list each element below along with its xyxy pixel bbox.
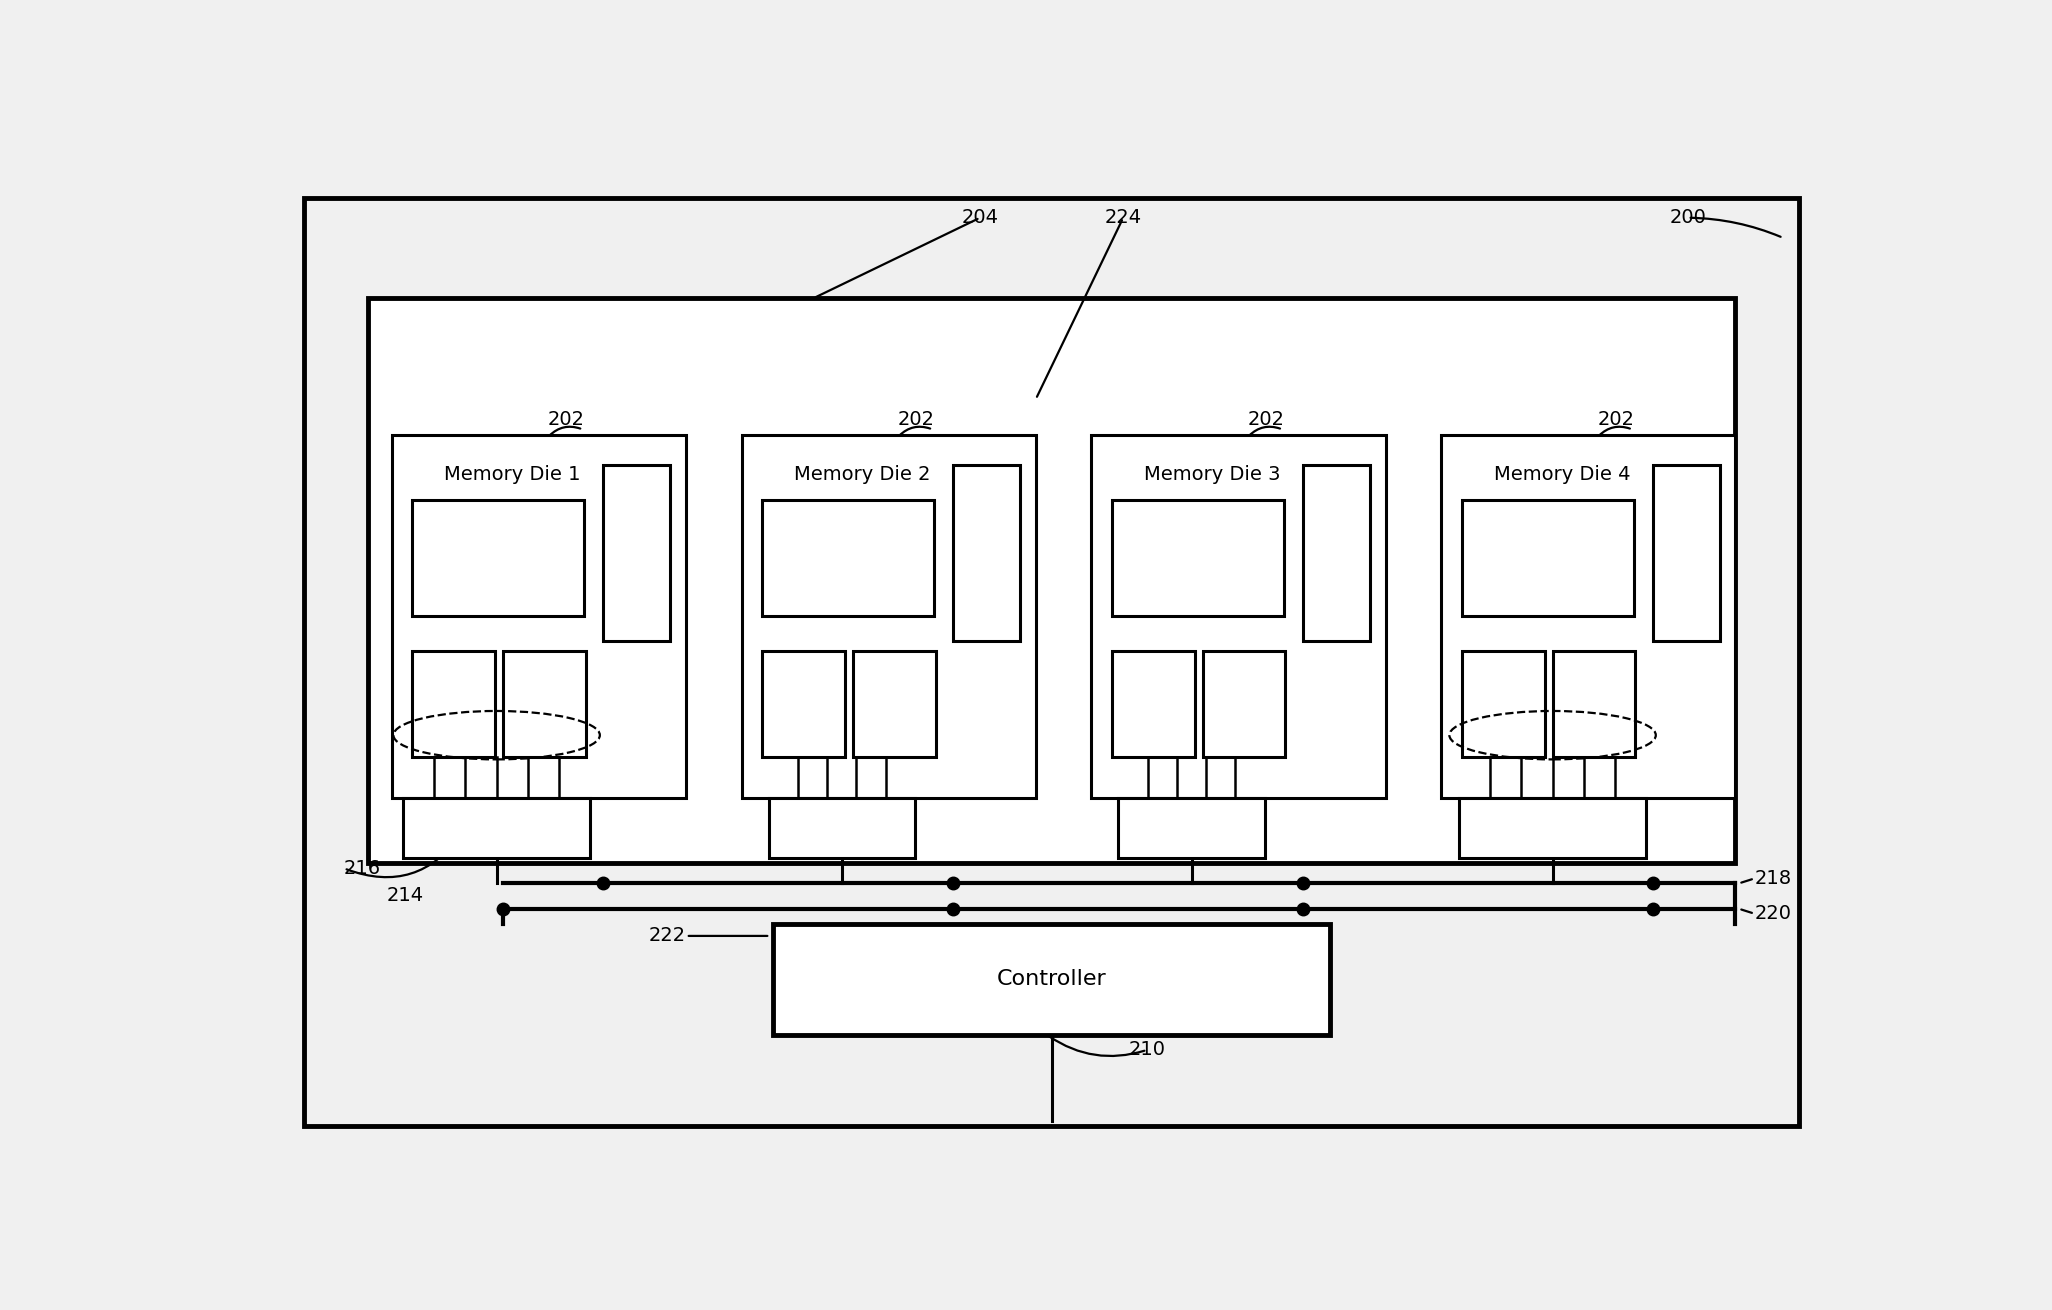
Text: 210: 210 [1129,1040,1166,1060]
Bar [1303,465,1371,642]
Bar [1092,435,1385,798]
Bar [402,798,591,858]
Text: x: x [837,820,845,836]
Text: xx: xx [1543,820,1562,836]
Bar [412,651,495,757]
Text: Controller: Controller [997,969,1106,989]
Text: 242: 242 [1229,697,1258,711]
Text: Memory Die 4: Memory Die 4 [1494,465,1629,483]
Bar [603,465,669,642]
Text: 216: 216 [345,859,382,878]
Text: 202: 202 [1599,410,1635,428]
Bar [503,651,585,757]
Text: 240: 240 [439,697,468,711]
Text: 204: 204 [962,208,999,227]
Bar [1652,465,1720,642]
Text: 240: 240 [1490,697,1518,711]
Bar [770,798,915,858]
Bar [1459,798,1646,858]
Text: 202: 202 [548,410,585,428]
Bar [1112,651,1194,757]
Text: 214: 214 [388,886,425,905]
Text: 242: 242 [1580,697,1609,711]
Text: 230: 230 [1182,549,1215,567]
Bar [392,435,685,798]
Text: 206: 206 [1321,545,1350,561]
Text: 230: 230 [482,549,515,567]
Text: 206: 206 [973,545,1001,561]
Bar [1441,435,1736,798]
Text: 206: 206 [622,545,650,561]
Bar [1112,500,1285,616]
Bar [367,299,1736,863]
Text: 230: 230 [833,549,864,567]
Bar [412,500,585,616]
Text: 200: 200 [1670,208,1705,227]
Text: 202: 202 [899,410,936,428]
Text: x: x [1188,820,1196,836]
Text: Memory Die 1: Memory Die 1 [443,465,581,483]
Bar [774,924,1330,1035]
Bar [854,651,936,757]
Bar [761,500,934,616]
Text: 218: 218 [1754,869,1791,888]
Text: 222: 222 [648,926,685,946]
Text: 206: 206 [1672,545,1701,561]
Bar [761,651,845,757]
Text: 224: 224 [1104,208,1141,227]
Text: Memory Die 2: Memory Die 2 [794,465,930,483]
Bar [1202,651,1285,757]
Bar [741,435,1036,798]
Bar [1461,651,1545,757]
Text: Memory Die 3: Memory Die 3 [1143,465,1280,483]
Text: 242: 242 [529,697,558,711]
Text: 240: 240 [790,697,819,711]
Text: 242: 242 [880,697,909,711]
Text: 240: 240 [1139,697,1168,711]
Text: 230: 230 [1533,549,1564,567]
Bar [1118,798,1264,858]
Text: 202: 202 [1248,410,1285,428]
Text: 220: 220 [1754,904,1791,924]
Bar [1461,500,1633,616]
Bar [1553,651,1635,757]
Bar [952,465,1020,642]
